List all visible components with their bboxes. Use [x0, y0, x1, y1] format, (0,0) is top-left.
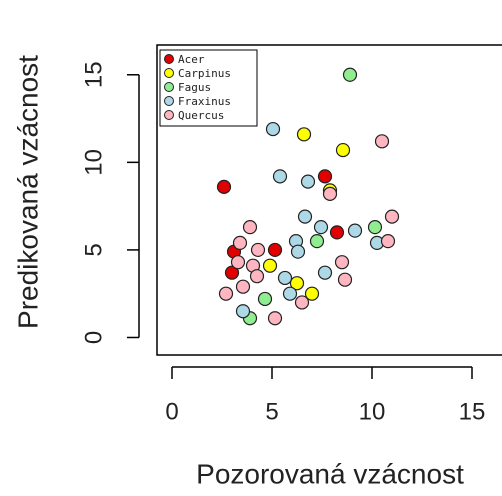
point [296, 127, 312, 142]
point [224, 265, 240, 280]
point [374, 134, 390, 149]
point [347, 223, 363, 238]
point [322, 186, 338, 201]
point [290, 244, 306, 259]
point [265, 121, 281, 137]
plot-frame [156, 44, 502, 356]
point [267, 311, 283, 326]
point [313, 220, 329, 235]
point [317, 265, 333, 280]
point [267, 242, 283, 258]
point [294, 295, 310, 310]
legend-marker [164, 96, 174, 106]
legend-label: Fraxinus [178, 95, 231, 108]
point [337, 272, 353, 287]
x-axis-label: Pozorovaná vzácnost [196, 458, 464, 489]
y-tick-label: 15 [80, 61, 107, 88]
point [277, 270, 293, 286]
y-axis-label: Predikovaná vzácnost [12, 55, 43, 329]
point [230, 255, 246, 270]
x-tick-label: 10 [359, 398, 386, 425]
point [250, 242, 266, 258]
x-tick-label: 0 [165, 398, 178, 425]
point [297, 209, 313, 224]
legend-box [159, 49, 258, 127]
y-tick-label: 5 [80, 243, 107, 256]
point [367, 220, 383, 235]
legend-label: Fagus [178, 81, 211, 94]
point [282, 286, 298, 301]
point [242, 220, 258, 235]
point [235, 279, 251, 294]
legend-label: Carpinus [178, 67, 231, 80]
point [300, 174, 316, 189]
point [342, 67, 358, 82]
y-tick-label: 0 [80, 331, 107, 344]
point [262, 258, 278, 273]
legend-label: Acer [178, 53, 205, 66]
legend-marker [164, 54, 174, 64]
legend-marker [164, 68, 174, 78]
point [257, 291, 273, 307]
point [317, 169, 333, 184]
point [218, 286, 234, 301]
point [329, 225, 345, 240]
point [309, 234, 325, 249]
legend-marker [164, 110, 174, 120]
legend-label: Quercus [178, 109, 224, 122]
point [272, 169, 288, 184]
point [235, 304, 251, 319]
point [384, 209, 400, 224]
point [249, 269, 265, 284]
point [232, 235, 248, 251]
x-tick-label: 15 [459, 398, 486, 425]
y-tick-label: 10 [80, 149, 107, 176]
point [335, 142, 351, 158]
point [289, 276, 305, 291]
point [334, 255, 350, 270]
point [380, 234, 396, 249]
point [216, 179, 232, 194]
point [304, 286, 320, 301]
legend-marker [164, 82, 174, 92]
x-tick-label: 5 [265, 398, 278, 425]
